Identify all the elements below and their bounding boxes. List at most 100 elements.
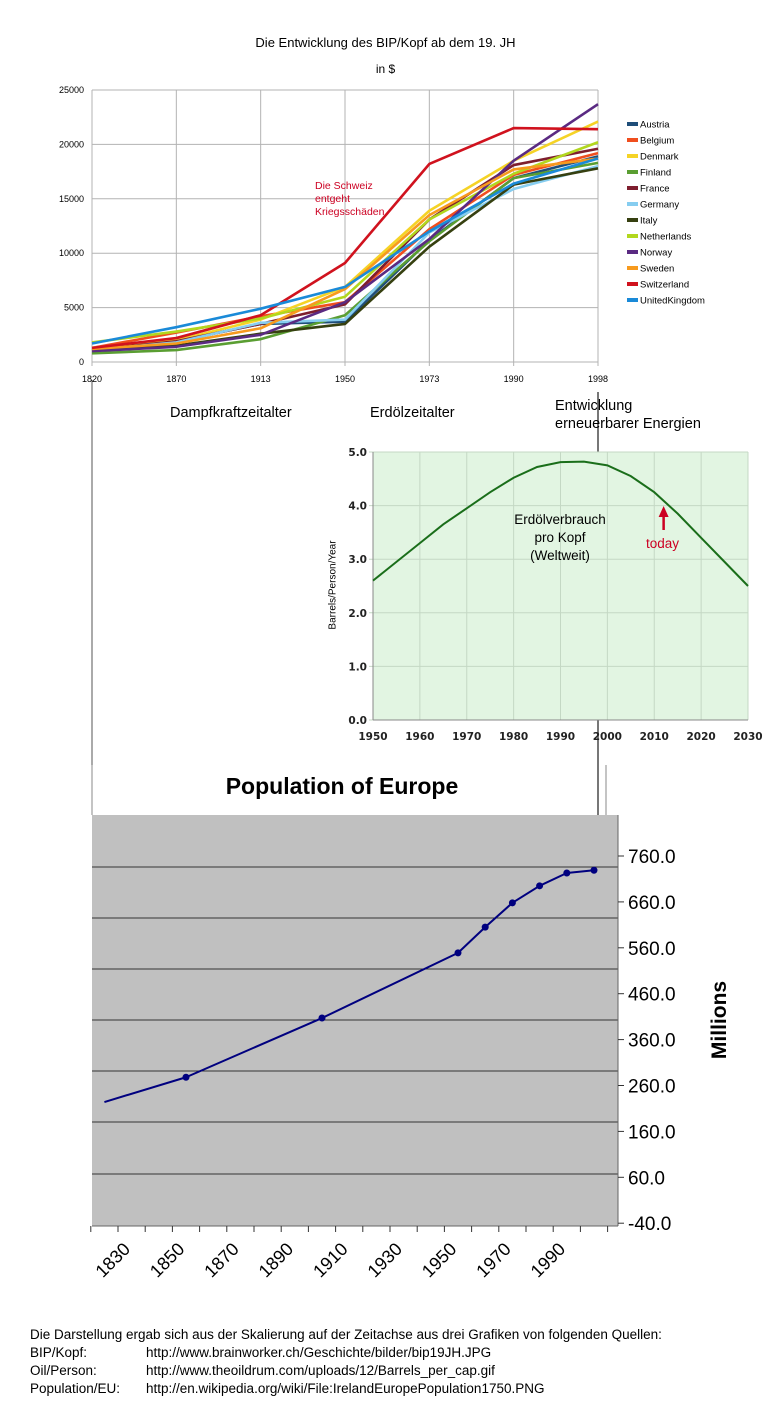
- gdp-legend-swatch: [627, 202, 638, 206]
- gdp-legend-swatch: [627, 250, 638, 254]
- oil-consumption-line: [372, 460, 749, 587]
- gdp-x-tick-label: 1990: [504, 374, 524, 384]
- annotation-line: entgeht: [315, 193, 351, 205]
- annotation-line: Kriegsschäden: [315, 206, 385, 218]
- source-url: http://en.wikipedia.org/wiki/File:Irelan…: [146, 1381, 545, 1396]
- population-x-tick-label: 1890: [255, 1239, 297, 1281]
- gdp-y-tick-label: 20000: [59, 139, 84, 149]
- gdp-chart-title: Die Entwicklung des BIP/Kopf ab dem 19. …: [255, 35, 516, 50]
- source-label: Oil/Person:: [30, 1363, 97, 1378]
- population-data-point: [318, 1014, 326, 1022]
- oil-y-tick-label: 1.0: [348, 661, 367, 673]
- gdp-x-tick-label: 1913: [251, 374, 271, 384]
- annotation-line: pro Kopf: [534, 530, 586, 545]
- today-arrow-head-icon: [658, 506, 669, 517]
- gdp-chart-title-wrap: Die Entwicklung des BIP/Kopf ab dem 19. …: [0, 35, 771, 50]
- population-data-point: [536, 882, 544, 890]
- gdp-legend-swatch: [627, 154, 638, 158]
- gdp-y-tick-label: 5000: [64, 303, 84, 313]
- gdp-x-tick-label: 1973: [419, 374, 439, 384]
- annotation-line: Erdölverbrauch: [514, 512, 606, 527]
- gdp-legend-label: Austria: [640, 120, 670, 131]
- population-data-point: [454, 949, 462, 957]
- population-data-point: [563, 869, 571, 877]
- gdp-chart-subtitle: in $: [375, 62, 396, 76]
- oil-y-tick-label: 4.0: [348, 501, 367, 513]
- oil-x-tick-label: 1980: [499, 731, 528, 743]
- oil-x-tick-label: 1970: [452, 731, 481, 743]
- oil-y-axis-label: Barrels/Person/Year: [327, 540, 339, 630]
- era-renewable-label: Entwicklung erneuerbarer Energien: [555, 397, 701, 433]
- gdp-legend-swatch: [627, 122, 638, 126]
- population-x-tick-label: 1950: [418, 1239, 460, 1281]
- oil-y-tick-label: 2.0: [348, 608, 367, 620]
- gdp-y-tick-label: 25000: [59, 85, 84, 95]
- oil-x-tick-label: 1960: [405, 731, 434, 743]
- era-renewable-line: erneuerbarer Energien: [555, 416, 701, 432]
- population-x-tick-label: 1990: [527, 1239, 569, 1281]
- gdp-legend-label: Italy: [640, 216, 658, 227]
- era-steam-label: Dampfkraftzeitalter: [170, 405, 292, 421]
- gdp-series-line-norway: [91, 103, 599, 353]
- gdp-legend-label: Belgium: [640, 136, 674, 147]
- population-x-tick-label: 1930: [364, 1239, 406, 1281]
- switzerland-annotation: Die Schweiz entgeht Kriegsschäden: [315, 180, 384, 219]
- population-x-tick-label: 1910: [309, 1239, 351, 1281]
- gdp-legend-swatch: [627, 138, 638, 142]
- oil-x-tick-label: 2020: [687, 731, 716, 743]
- population-x-tick-label: 1870: [200, 1239, 242, 1281]
- gdp-legend-label: Denmark: [640, 152, 679, 163]
- gdp-x-tick-label: 1950: [335, 374, 355, 384]
- today-label: today: [646, 536, 680, 551]
- gdp-series-line-unitedkingdom: [91, 157, 599, 345]
- gdp-y-tick-label: 10000: [59, 248, 84, 258]
- sources-intro: Die Darstellung ergab sich aus der Skali…: [30, 1327, 662, 1342]
- oil-x-tick-label: 2000: [593, 731, 622, 743]
- population-y-tick-label: 560.0: [628, 939, 676, 960]
- gdp-legend-swatch: [627, 282, 638, 286]
- gdp-x-tick-label: 1998: [588, 374, 608, 384]
- annotation-line: (Weltweit): [530, 548, 590, 563]
- source-label: BIP/Kopf:: [30, 1345, 88, 1360]
- gdp-legend-swatch: [627, 298, 638, 302]
- population-y-tick-label: 260.0: [628, 1077, 676, 1098]
- population-y-tick-label: 60.0: [628, 1168, 665, 1189]
- population-y-tick-label: 360.0: [628, 1031, 676, 1052]
- oil-x-tick-label: 2030: [733, 731, 762, 743]
- oil-x-tick-label: 2010: [640, 731, 669, 743]
- oil-y-tick-label: 0.0: [348, 715, 367, 727]
- population-x-tick-label: 1850: [146, 1239, 188, 1281]
- source-url: http://www.theoildrum.com/uploads/12/Bar…: [146, 1363, 495, 1378]
- gdp-y-tick-label: 15000: [59, 194, 84, 204]
- gdp-x-tick-label: 1870: [166, 374, 186, 384]
- gdp-series-line-netherlands: [91, 141, 599, 344]
- population-x-tick-label: 1970: [472, 1239, 514, 1281]
- gdp-legend-swatch: [627, 186, 638, 190]
- gdp-legend-label: Germany: [640, 200, 679, 211]
- gdp-legend-swatch: [627, 170, 638, 174]
- annotation-line: Die Schweiz: [315, 180, 373, 192]
- oil-y-tick-label: 3.0: [348, 554, 367, 566]
- population-chart-title: Population of Europe: [225, 773, 459, 799]
- population-y-axis-label: Millions: [708, 980, 731, 1060]
- source-label: Population/EU:: [30, 1381, 121, 1396]
- population-y-tick-label: 660.0: [628, 893, 676, 914]
- population-y-tick-label: -40.0: [628, 1214, 671, 1235]
- gdp-legend-label: UnitedKingdom: [640, 296, 705, 307]
- gdp-x-tick-label: 1820: [82, 374, 102, 384]
- oil-x-tick-label: 1990: [546, 731, 575, 743]
- population-y-tick-label: 460.0: [628, 985, 676, 1006]
- population-data-point: [481, 923, 489, 931]
- gdp-legend-swatch: [627, 234, 638, 238]
- oil-y-tick-label: 5.0: [348, 447, 367, 459]
- population-x-tick-label: 1830: [92, 1239, 134, 1281]
- gdp-legend-label: Sweden: [640, 264, 674, 275]
- era-renewable-line: Entwicklung: [555, 398, 633, 414]
- population-data-point: [182, 1073, 190, 1081]
- gdp-series-line-switzerland: [91, 126, 599, 350]
- oil-annotation: Erdölverbrauch pro Kopf (Weltweit): [500, 511, 620, 565]
- population-data-point: [508, 899, 516, 907]
- gdp-legend-label: Switzerland: [640, 280, 689, 291]
- source-row: BIP/Kopf: http://www.brainworker.ch/Gesch…: [30, 1344, 491, 1361]
